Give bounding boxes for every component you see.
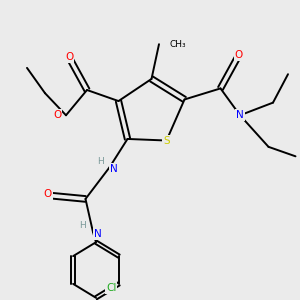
Text: O: O [53, 110, 62, 120]
Text: O: O [234, 50, 243, 60]
Text: H: H [79, 221, 86, 230]
Text: N: N [110, 164, 118, 174]
Text: S: S [163, 136, 170, 146]
Text: N: N [236, 110, 244, 120]
Text: O: O [44, 189, 52, 199]
Text: Cl: Cl [106, 283, 117, 293]
Text: H: H [97, 157, 104, 166]
Text: O: O [65, 52, 73, 62]
Text: CH₃: CH₃ [169, 40, 186, 49]
Text: N: N [94, 229, 101, 239]
